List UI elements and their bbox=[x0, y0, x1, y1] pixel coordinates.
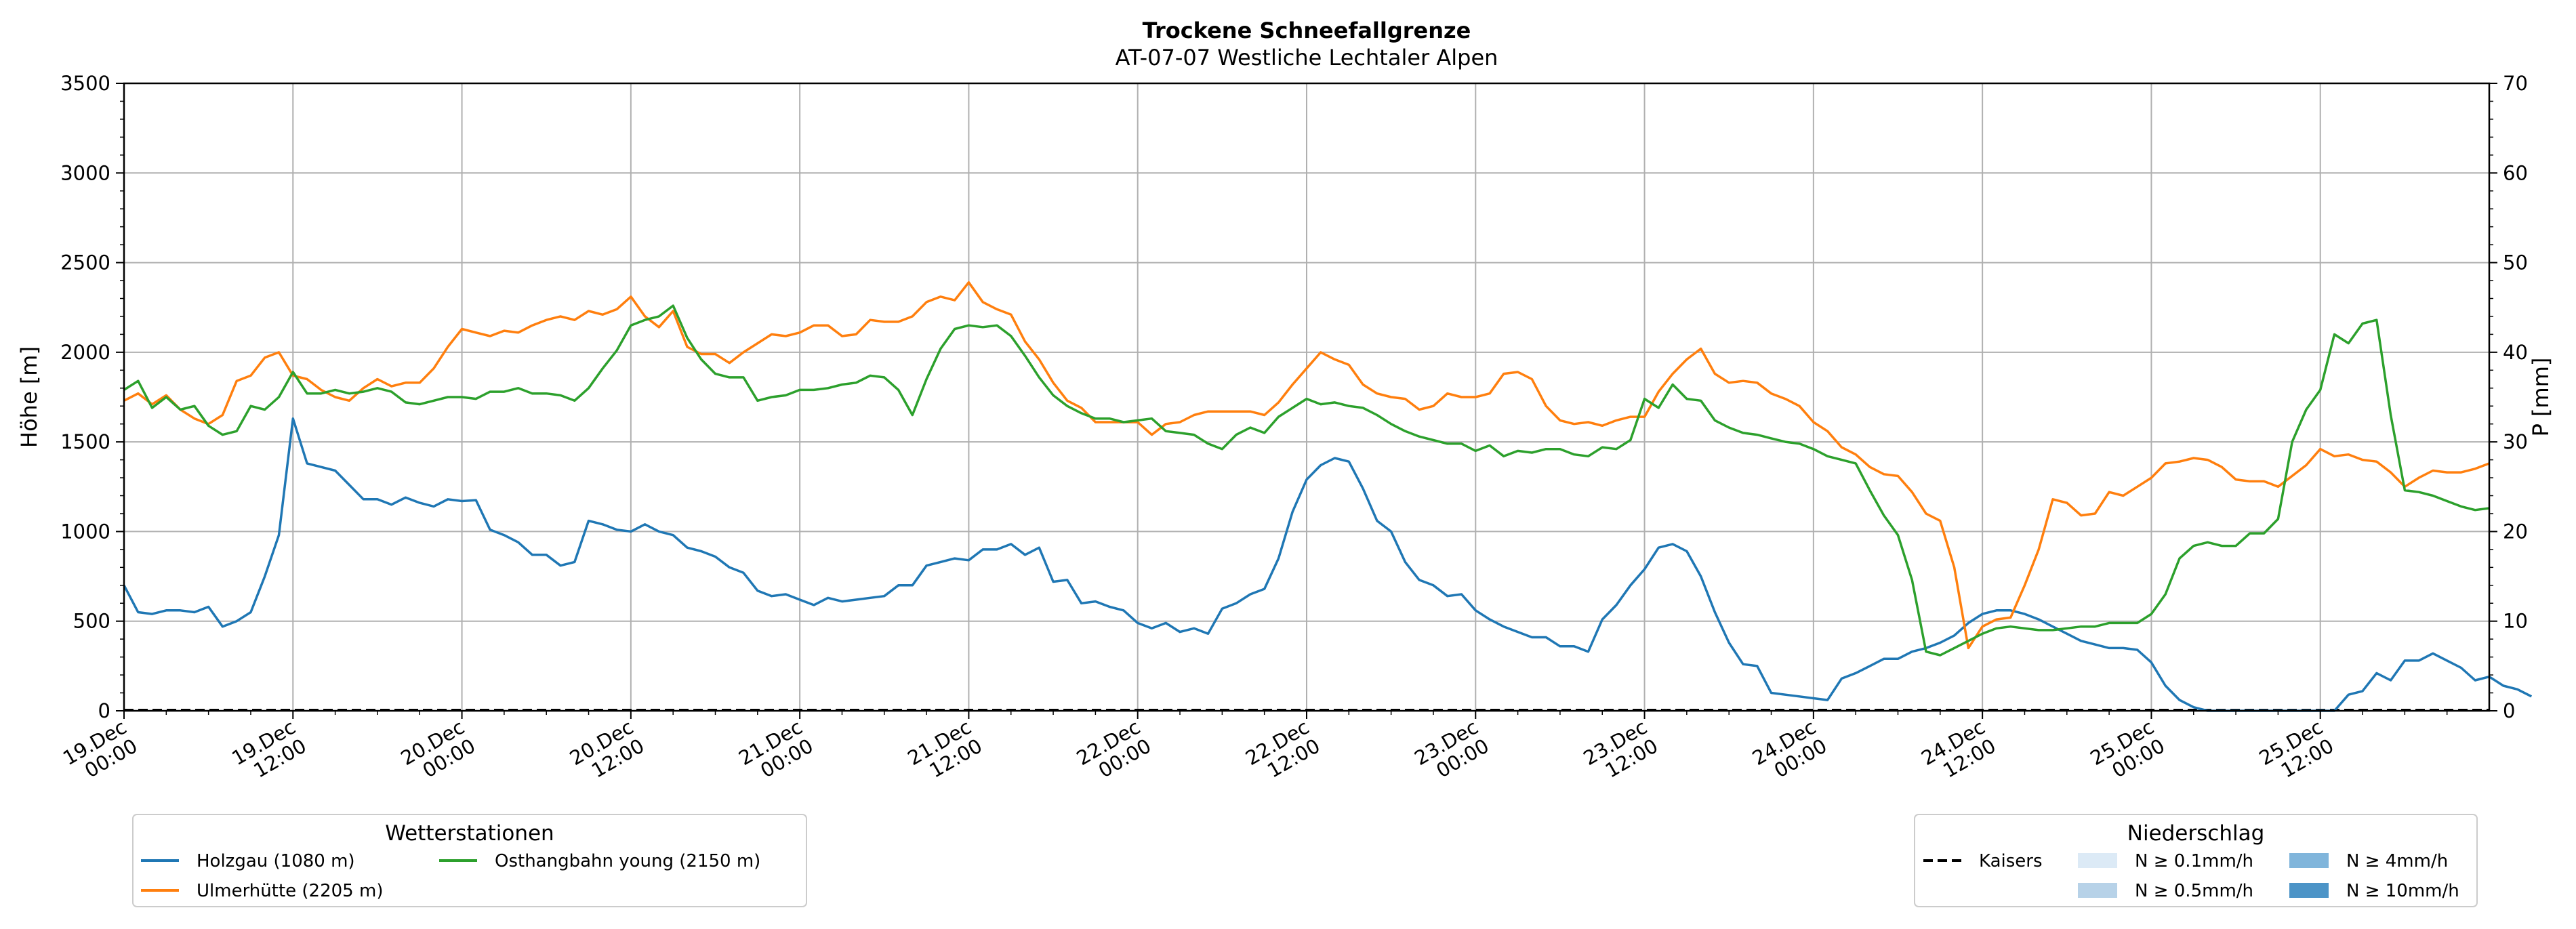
x-tick-label: 24.Dec12:00 bbox=[1917, 716, 2000, 789]
x-tick-label: 19.Dec12:00 bbox=[228, 716, 310, 789]
legend-label-precip-3: N ≥ 10mm/h bbox=[2346, 881, 2459, 901]
legend-swatch-precip-3 bbox=[2289, 883, 2329, 898]
y-tick-label: 0 bbox=[98, 699, 110, 722]
y-tick-label: 3500 bbox=[60, 72, 110, 95]
y2-tick-label: 20 bbox=[2503, 520, 2528, 543]
y-tick-label: 2500 bbox=[60, 251, 110, 274]
series-lines bbox=[123, 281, 2533, 712]
y2-tick-label: 70 bbox=[2503, 72, 2528, 95]
x-tick-label: 23.Dec00:00 bbox=[1410, 716, 1493, 789]
legend-swatch-precip-0 bbox=[2078, 853, 2117, 868]
precip-legend-title: Niederschlag bbox=[2127, 821, 2265, 846]
series-line-0 bbox=[123, 417, 2533, 712]
series-line-1 bbox=[123, 281, 2490, 650]
x-tick-label: 22.Dec12:00 bbox=[1242, 716, 1324, 789]
x-tick-label: 21.Dec00:00 bbox=[735, 716, 817, 789]
x-tick-label: 25.Dec00:00 bbox=[2086, 716, 2169, 789]
series-line-2 bbox=[123, 304, 2490, 657]
x-tick-label: 20.Dec12:00 bbox=[566, 716, 649, 789]
y2-tick-label: 50 bbox=[2503, 251, 2528, 274]
legend-label-ulmerhuette: Ulmerhütte (2205 m) bbox=[197, 881, 383, 901]
y-axis-label: Höhe [m] bbox=[16, 346, 42, 448]
y-tick-label: 3000 bbox=[60, 161, 110, 184]
precip-legend: Niederschlag Kaisers N ≥ 0.1mm/h N ≥ 0.5… bbox=[1914, 814, 2478, 907]
y-tick-label: 1000 bbox=[60, 520, 110, 543]
y-tick-label: 500 bbox=[73, 610, 110, 633]
y2-tick-label: 30 bbox=[2503, 430, 2528, 453]
legend-label-precip-2: N ≥ 4mm/h bbox=[2346, 851, 2448, 871]
chart-subtitle: AT-07-07 Westliche Lechtaler Alpen bbox=[1116, 45, 1498, 70]
x-tick-label: 21.Dec12:00 bbox=[903, 716, 986, 789]
legend-swatch-precip-2 bbox=[2289, 853, 2329, 868]
precip-legend-box bbox=[1914, 814, 2478, 907]
legend-label-holzgau: Holzgau (1080 m) bbox=[197, 851, 355, 871]
y2-tick-label: 40 bbox=[2503, 341, 2528, 364]
chart-title: Trockene Schneefallgrenze bbox=[1143, 18, 1471, 43]
legend-swatch-precip-1 bbox=[2078, 883, 2117, 898]
y2-tick-label: 60 bbox=[2503, 161, 2528, 184]
legend-label-osthangbahn: Osthangbahn young (2150 m) bbox=[495, 851, 760, 871]
y2-tick-label: 0 bbox=[2503, 699, 2515, 722]
legend-label-kaisers: Kaisers bbox=[1979, 851, 2043, 871]
stations-legend-title: Wetterstationen bbox=[385, 821, 554, 846]
legend-label-precip-0: N ≥ 0.1mm/h bbox=[2135, 851, 2253, 871]
y2-axis-label: P [mm] bbox=[2528, 358, 2554, 437]
x-tick-label: 22.Dec00:00 bbox=[1073, 716, 1156, 789]
x-tick-label: 19.Dec00:00 bbox=[59, 716, 142, 789]
y-tick-label: 2000 bbox=[60, 341, 110, 364]
x-tick-label: 24.Dec00:00 bbox=[1749, 716, 1831, 789]
x-tick-label: 25.Dec12:00 bbox=[2255, 716, 2338, 789]
x-tick-label: 20.Dec00:00 bbox=[397, 716, 480, 789]
x-tick-label: 23.Dec12:00 bbox=[1580, 716, 1662, 789]
axis-ticks: 0 500 1000 1500 2000 2500 3000 3500 0 10 20 30 40 50 6… bbox=[59, 72, 2528, 789]
y2-tick-label: 10 bbox=[2503, 610, 2528, 633]
y-tick-label: 1500 bbox=[60, 430, 110, 453]
legend-label-precip-1: N ≥ 0.5mm/h bbox=[2135, 881, 2253, 901]
stations-legend: Wetterstationen Holzgau (1080 m) Ulmerhü… bbox=[132, 814, 807, 907]
